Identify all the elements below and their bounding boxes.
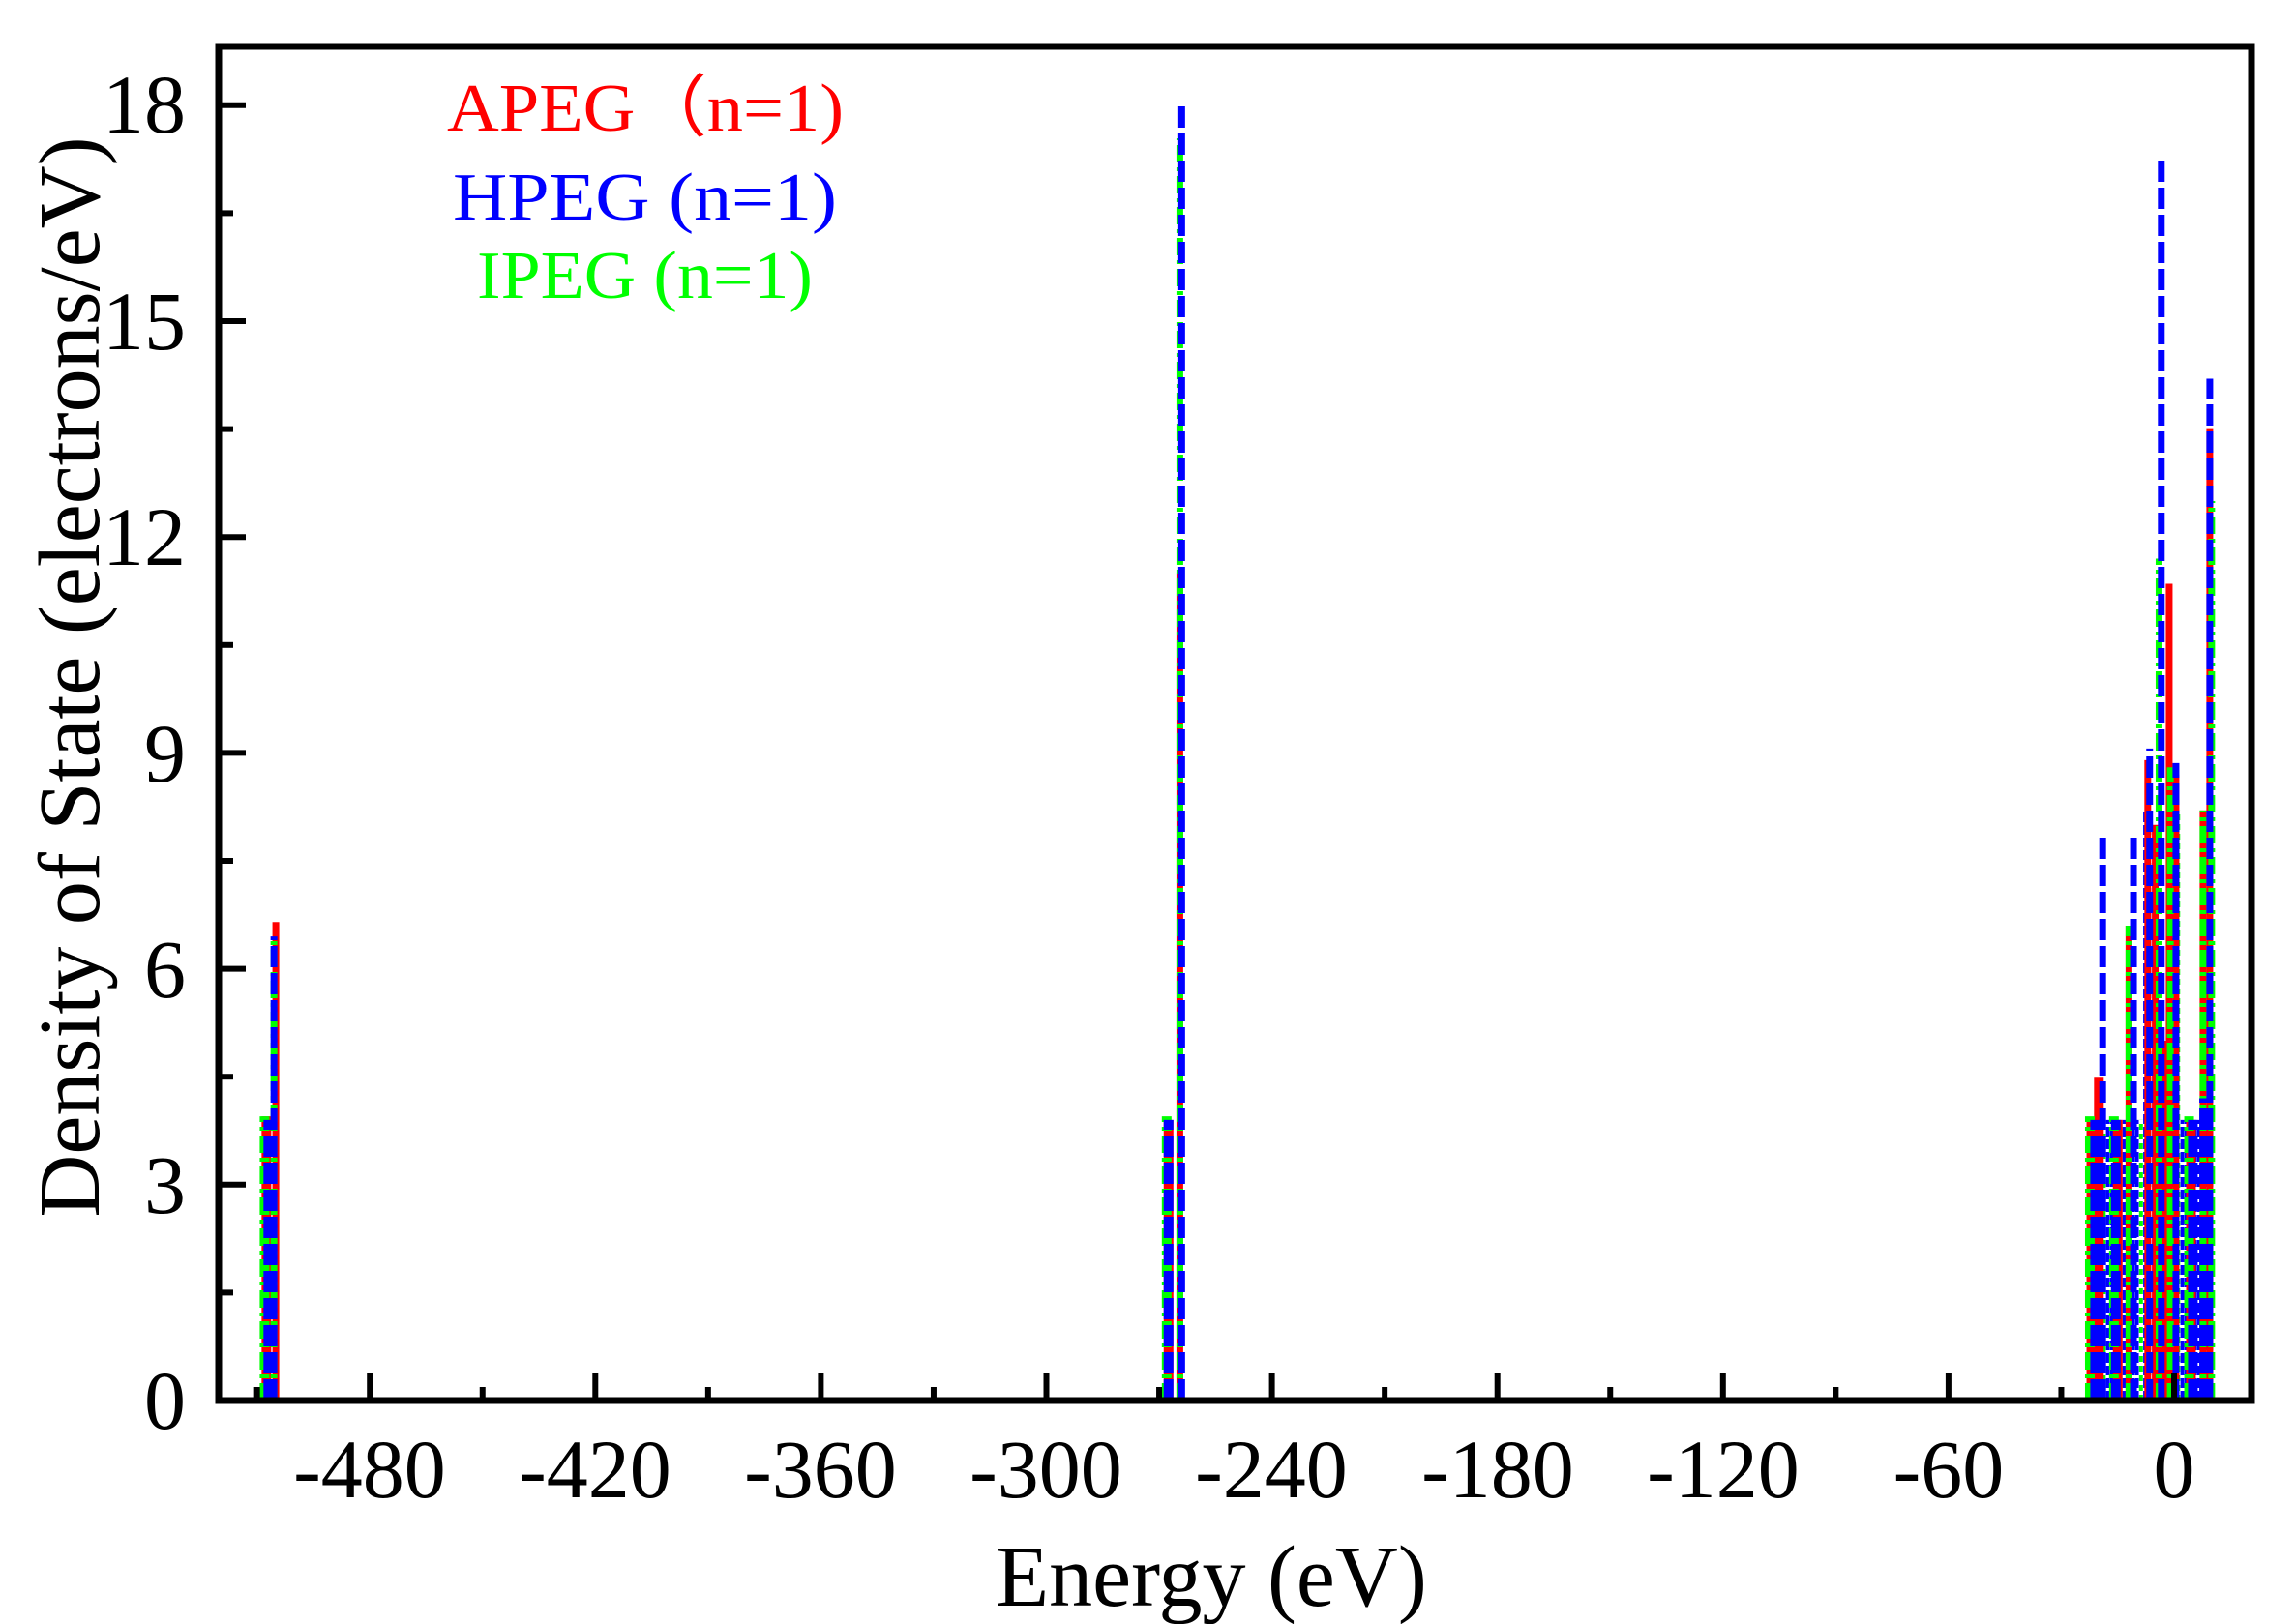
y-tick-labels: 0 3 6 9 12 15 18 (103, 58, 186, 1447)
x-tick-label: -60 (1893, 1423, 2005, 1516)
legend-item-apeg: APEG（n=1) (447, 72, 844, 146)
legend-item-hpeg: HPEG (n=1) (453, 161, 837, 235)
x-tick-label: 0 (2154, 1423, 2195, 1516)
y-tick-label: 3 (144, 1138, 186, 1231)
x-tick-label: -180 (1421, 1423, 1574, 1516)
x-axis-title: Energy (eV) (996, 1529, 1427, 1624)
y-tick-label: 0 (144, 1354, 186, 1447)
x-tick-label: -300 (969, 1423, 1122, 1516)
y-tick-label: 15 (103, 275, 186, 368)
series-ipeg (259, 138, 2216, 1401)
y-tick-label: 12 (103, 490, 186, 583)
y-tick-label: 18 (103, 58, 186, 151)
legend: APEG（n=1) HPEG (n=1) IPEG (n=1) (447, 72, 844, 313)
x-tick-label: -480 (293, 1423, 446, 1516)
legend-item-ipeg: IPEG (n=1) (477, 239, 813, 313)
plot-frame (215, 43, 2255, 1404)
x-tick-label: -420 (519, 1423, 671, 1516)
x-tick-labels: -480 -420 -360 -300 -240 -180 -120 -60 0 (293, 1423, 2194, 1516)
y-axis-title: Density of State (electrons/eV) (22, 136, 118, 1217)
tick-marks (219, 102, 2177, 1403)
series-apeg (261, 428, 2214, 1401)
series-hpeg (263, 102, 2214, 1401)
y-tick-label: 6 (144, 923, 186, 1016)
x-tick-label: -120 (1647, 1423, 1800, 1516)
y-tick-label: 9 (144, 707, 186, 800)
x-tick-label: -360 (744, 1423, 897, 1516)
series-layer (259, 102, 2216, 1401)
x-tick-label: -240 (1195, 1423, 1348, 1516)
